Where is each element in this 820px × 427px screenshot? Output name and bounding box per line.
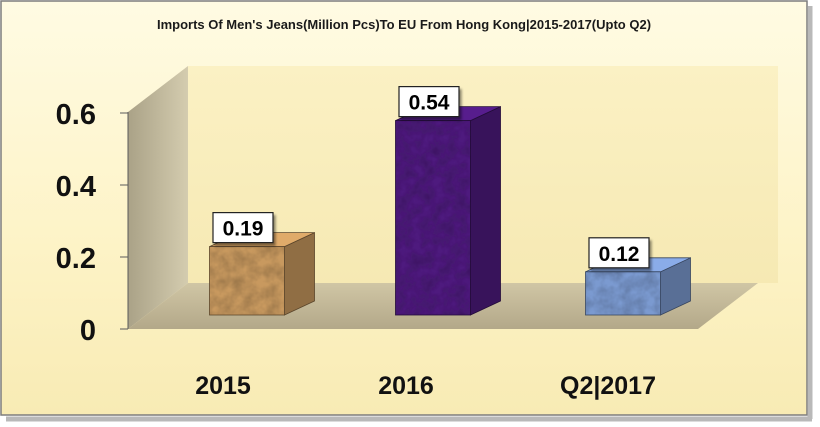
data-label: 0.54	[398, 85, 460, 118]
y-tick-label: 0.4	[56, 171, 96, 203]
data-label-text: 0.54	[409, 92, 450, 115]
x-tick-label: Q2|2017	[560, 372, 656, 400]
data-label-box	[588, 237, 650, 269]
y-tick-label: 0.6	[56, 99, 96, 131]
y-tick-label: 0	[80, 315, 96, 347]
bar-texture	[395, 120, 471, 315]
bar-side-face	[284, 231, 315, 316]
bar-texture	[209, 246, 285, 315]
bar-Q2|2017	[585, 257, 691, 316]
bar-texture	[585, 271, 661, 315]
data-label-text: 0.12	[599, 243, 640, 266]
data-label-box	[398, 85, 460, 118]
x-tick-label: 2015	[195, 372, 251, 400]
data-label-box	[212, 212, 274, 244]
side-wall	[128, 66, 188, 329]
bars: 0.19 0.54 0.12	[209, 85, 691, 316]
bar-2016	[395, 105, 501, 316]
y-tick-label: 0.2	[56, 243, 96, 275]
data-label: 0.12	[588, 237, 650, 269]
chart-title: Imports Of Men's Jeans(Million Pcs)To EU…	[157, 17, 651, 32]
y-axis-ticks: 0 0.2 0.4 0.6	[56, 99, 128, 347]
x-axis-labels: 2015 2016 Q2|2017	[195, 372, 656, 400]
data-label-text: 0.19	[223, 218, 264, 241]
bar-side-face	[470, 105, 501, 316]
x-tick-label: 2016	[378, 372, 434, 400]
bar-2015	[209, 231, 315, 316]
data-label: 0.19	[212, 212, 274, 244]
